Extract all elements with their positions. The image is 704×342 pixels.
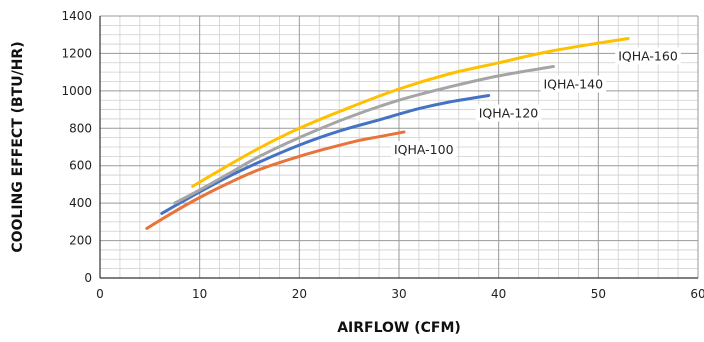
series-label-iqha-160: IQHA-160: [618, 48, 678, 63]
series-label-iqha-100: IQHA-100: [394, 142, 454, 157]
series-line-iqha-120: [160, 94, 491, 215]
y-tick-label: 0: [84, 271, 92, 285]
x-tick-label: 20: [292, 287, 307, 301]
x-tick-label: 0: [96, 287, 104, 301]
series-labels: IQHA-100 IQHA-120 IQHA-140 IQHA-160: [390, 47, 681, 159]
series-label-bg: [475, 104, 542, 122]
y-tick-label: 1400: [61, 9, 92, 23]
x-tick-label: 40: [491, 287, 506, 301]
x-tick-label: 10: [192, 287, 207, 301]
series-line-iqha-140: [173, 65, 555, 205]
series-lines: [145, 37, 630, 230]
series-label-bg: [540, 75, 607, 93]
y-tick-label: 600: [69, 159, 92, 173]
axes: [99, 16, 698, 279]
y-tick-label: 1000: [61, 84, 92, 98]
y-tick-label: 400: [69, 196, 92, 210]
x-axis-title: AIRFLOW (CFM): [337, 320, 461, 336]
series-label-iqha-140: IQHA-140: [543, 77, 603, 92]
series-line-iqha-100: [145, 130, 406, 230]
x-axis-ticks: 0 10 20 30 40 50 60: [96, 287, 704, 301]
y-tick-label: 200: [69, 234, 92, 248]
x-tick-label: 50: [591, 287, 606, 301]
y-axis-title: COOLING EFFECT (BTU/HR): [10, 41, 26, 252]
series-label-bg: [615, 47, 681, 65]
x-tick-label: 30: [391, 287, 406, 301]
x-tick-label: 60: [690, 287, 704, 301]
y-tick-label: 1200: [61, 46, 92, 60]
series-line-iqha-160: [191, 37, 630, 188]
y-tick-label: 800: [69, 121, 92, 135]
series-label-bg: [390, 141, 457, 159]
series-label-iqha-120: IQHA-120: [479, 106, 539, 121]
y-axis-ticks: 0 200 400 600 800 1000 1200 1400: [61, 9, 92, 285]
